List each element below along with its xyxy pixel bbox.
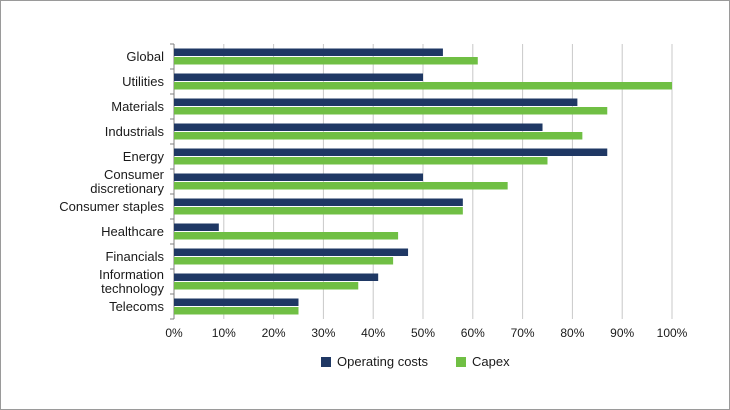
- category-label: Information: [99, 267, 164, 282]
- bar-operating-costs: [174, 98, 578, 106]
- category-label: Materials: [111, 99, 164, 114]
- bar-operating-costs: [174, 298, 299, 306]
- x-tick-label: 20%: [262, 326, 286, 340]
- legend-swatch-capex: [456, 357, 466, 367]
- x-tick-label: 10%: [212, 326, 236, 340]
- legend-swatch-operating-costs: [321, 357, 331, 367]
- bar-capex: [174, 157, 548, 165]
- category-label: Energy: [123, 149, 165, 164]
- x-tick-label: 70%: [511, 326, 535, 340]
- bar-capex: [174, 57, 478, 65]
- x-tick-label: 30%: [311, 326, 335, 340]
- bar-capex: [174, 257, 394, 265]
- x-tick-label: 0%: [165, 326, 183, 340]
- x-tick-label: 60%: [461, 326, 485, 340]
- bar-capex: [174, 232, 399, 240]
- category-label: Utilities: [122, 74, 164, 89]
- bar-capex: [174, 107, 608, 115]
- bar-operating-costs: [174, 123, 543, 131]
- legend-label: Operating costs: [337, 354, 429, 369]
- bar-operating-costs: [174, 248, 409, 256]
- bar-capex: [174, 132, 583, 140]
- bar-capex: [174, 307, 299, 315]
- category-label: Consumer staples: [59, 199, 164, 214]
- category-label: discretionary: [90, 181, 164, 196]
- bar-capex: [174, 82, 672, 90]
- bar-capex: [174, 182, 508, 190]
- bar-operating-costs: [174, 223, 219, 231]
- category-label: Global: [126, 49, 164, 64]
- bar-operating-costs: [174, 273, 379, 281]
- bar-capex: [174, 282, 359, 290]
- category-label: Financials: [105, 249, 164, 264]
- bar-operating-costs: [174, 73, 423, 81]
- x-tick-label: 50%: [411, 326, 435, 340]
- x-tick-label: 40%: [361, 326, 385, 340]
- category-label: Consumer: [104, 167, 165, 182]
- bar-operating-costs: [174, 198, 463, 206]
- x-tick-label: 90%: [610, 326, 634, 340]
- bar-operating-costs: [174, 173, 423, 181]
- category-label: Healthcare: [101, 224, 164, 239]
- bar-operating-costs: [174, 48, 443, 56]
- legend-label: Capex: [472, 354, 510, 369]
- x-tick-label: 100%: [657, 326, 688, 340]
- category-label: Industrials: [105, 124, 165, 139]
- x-tick-label: 80%: [560, 326, 584, 340]
- category-label: technology: [101, 281, 164, 296]
- bar-capex: [174, 207, 463, 215]
- category-label: Telecoms: [109, 299, 164, 314]
- bar-operating-costs: [174, 148, 608, 156]
